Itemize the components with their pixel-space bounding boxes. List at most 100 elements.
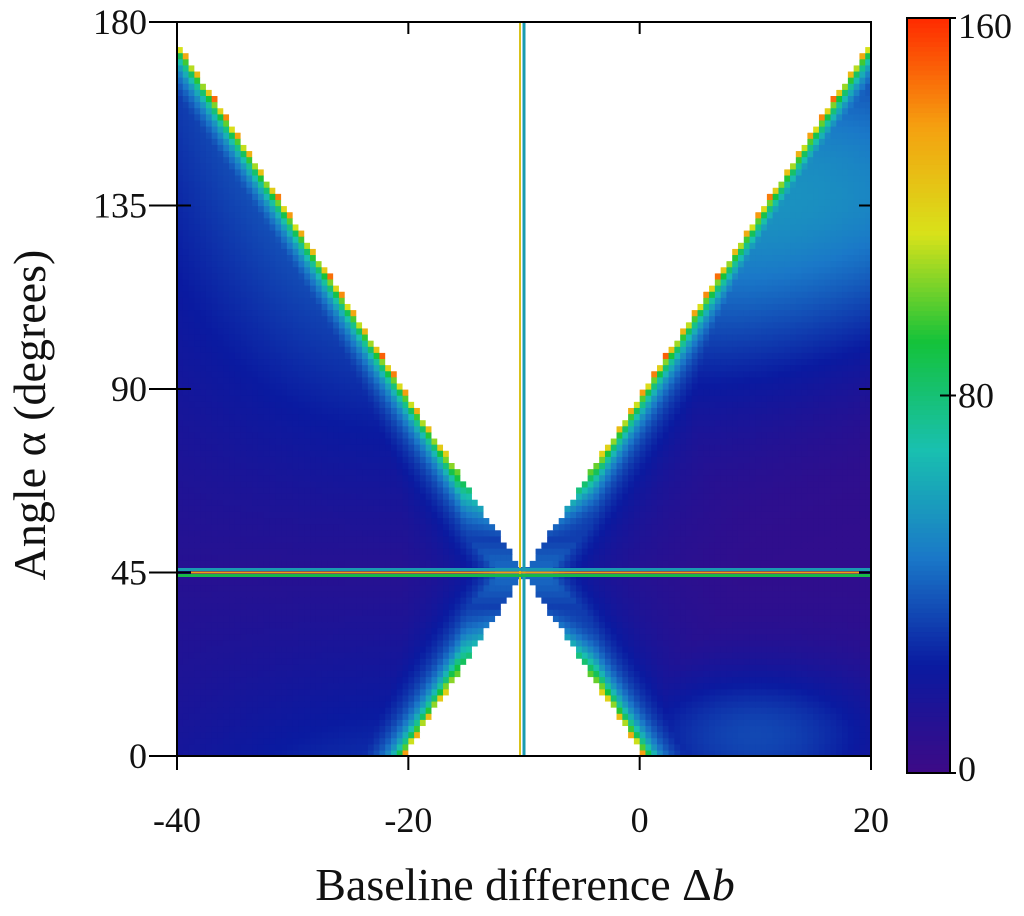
heatmap-cell [639, 578, 647, 586]
heatmap-cell [865, 682, 872, 690]
heatmap-cell [680, 749, 687, 757]
heatmap-cell [281, 719, 288, 727]
heatmap-cell [419, 719, 427, 727]
heatmap-cell [246, 615, 253, 623]
heatmap-cell [333, 694, 340, 702]
heatmap-cell [587, 529, 594, 537]
heatmap-cell [182, 676, 190, 684]
heatmap-cell [790, 694, 797, 702]
heatmap-cell [709, 560, 716, 567]
heatmap-cell [269, 523, 276, 531]
heatmap-cell [790, 682, 797, 690]
heatmap-cell [495, 627, 502, 635]
heatmap-cell [506, 499, 514, 506]
heatmap-cell [685, 713, 693, 720]
heatmap-cell [651, 737, 658, 745]
heatmap-cell [483, 658, 490, 665]
heatmap-cell [645, 664, 652, 671]
heatmap-cell [350, 554, 357, 561]
heatmap-cell [628, 584, 635, 592]
heatmap-cell [558, 664, 566, 671]
heatmap-cell [628, 652, 635, 659]
heatmap-cell [726, 517, 733, 525]
heatmap-cell [766, 554, 774, 561]
heatmap-cell [333, 633, 340, 641]
heatmap-cell [402, 664, 409, 671]
heatmap-cell [396, 517, 404, 525]
heatmap-cell [818, 676, 826, 684]
heatmap-cell [790, 621, 797, 629]
heatmap-cell [437, 664, 444, 671]
heatmap-cell [529, 548, 537, 555]
heatmap-cell [778, 676, 785, 684]
heatmap-cell [304, 523, 311, 531]
heatmap-cell [737, 560, 745, 567]
heatmap-cell [610, 645, 618, 653]
heatmap-cell [853, 664, 861, 671]
heatmap-cell [454, 548, 461, 555]
heatmap-cell [524, 560, 531, 567]
heatmap-cell [784, 560, 791, 567]
heatmap-cell [500, 511, 508, 519]
heatmap-cell [495, 652, 502, 659]
heatmap-cell [766, 713, 774, 720]
heatmap-cell [229, 511, 236, 519]
heatmap-cell [286, 713, 294, 720]
heatmap-cell [807, 719, 814, 727]
heatmap-cell [466, 639, 473, 647]
heatmap-cell [194, 633, 201, 641]
heatmap-cell [286, 499, 294, 506]
heatmap-cell [604, 670, 612, 678]
heatmap-cell [419, 535, 427, 543]
heatmap-cell [448, 719, 456, 727]
heatmap-cell [836, 615, 843, 623]
heatmap-cell [807, 627, 814, 635]
heatmap-cell [471, 560, 479, 567]
heatmap-cell [338, 713, 346, 720]
heatmap-cell [477, 505, 485, 512]
heatmap-cell [217, 609, 224, 616]
heatmap-cell [587, 596, 594, 604]
heatmap-cell [616, 664, 623, 671]
heatmap-cell [246, 535, 253, 543]
heatmap-cell [535, 713, 542, 720]
heatmap-cell [836, 517, 843, 525]
heatmap-cell [408, 749, 415, 757]
heatmap-cell [385, 694, 392, 702]
heatmap-cell [263, 535, 271, 543]
heatmap-cell [344, 682, 352, 690]
heatmap-cell [500, 670, 508, 678]
heatmap-cell [847, 621, 855, 629]
heatmap-cell [697, 670, 704, 678]
heatmap-cell [367, 621, 375, 629]
heatmap-cell [790, 584, 797, 592]
heatmap-cell [448, 633, 456, 641]
heatmap-cell [604, 694, 612, 702]
heatmap-cell [593, 731, 600, 739]
heatmap-cell [367, 541, 375, 549]
heatmap-cell [414, 621, 421, 629]
heatmap-cell [518, 554, 525, 561]
heatmap-cell [535, 529, 542, 537]
heatmap-cell [211, 615, 219, 623]
heatmap-cell [714, 615, 722, 623]
heatmap-cell [755, 584, 762, 592]
heatmap-cell [315, 560, 323, 567]
heatmap-cell [367, 749, 375, 757]
heatmap-cell [807, 652, 814, 659]
heatmap-cell [310, 719, 317, 727]
heatmap-cell [408, 621, 415, 629]
heatmap-cell [425, 615, 433, 623]
heatmap-cell [720, 676, 728, 684]
heatmap-cell [813, 615, 820, 623]
heatmap-cell [477, 743, 485, 751]
heatmap-cell [315, 596, 323, 604]
heatmap-cell [217, 596, 224, 604]
heatmap-cell [217, 548, 224, 555]
heatmap-cell [414, 743, 421, 751]
heatmap-cell [396, 652, 404, 659]
heatmap-cell [471, 737, 479, 745]
heatmap-cell [547, 694, 554, 702]
heatmap-cell [344, 560, 352, 567]
